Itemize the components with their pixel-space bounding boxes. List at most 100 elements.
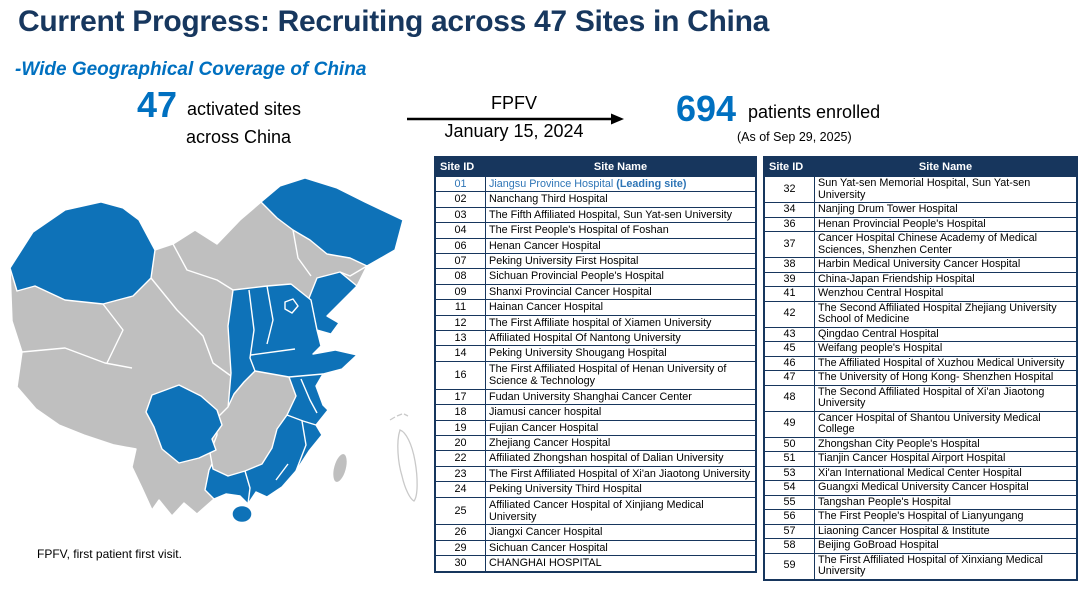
site-name-cell: Jiangsu Province Hospital (Leading site) (485, 175, 757, 193)
table-row: 42 The Second Affiliated Hospital Zhejian… (763, 300, 1078, 328)
site-id-cell: 03 (434, 206, 486, 224)
column-header: Site ID (434, 156, 486, 177)
table-row: 08 Sichuan Provincial People's Hospital (434, 268, 757, 285)
table-row: 16 The First Affiliated Hospital of Henan… (434, 360, 757, 390)
site-id-cell: 06 (434, 237, 486, 255)
site-name-cell: Affiliated Cancer Hospital of Xinjiang M… (485, 496, 757, 526)
table-row: 23 The First Affiliated Hospital of Xi'an… (434, 465, 757, 483)
site-id-cell: 37 (763, 231, 815, 258)
table-row: 50 Zhongshan City People's Hospital (763, 436, 1078, 452)
site-id-cell: 54 (763, 480, 815, 496)
site-id-cell: 58 (763, 538, 815, 554)
site-id-cell: 08 (434, 268, 486, 285)
table-row: 29 Sichuan Cancer Hospital (434, 539, 757, 557)
site-name-cell: The Second Affiliated Hospital of Xi'an … (814, 384, 1078, 412)
site-id-cell: 17 (434, 388, 486, 406)
table-row: 12 The First Affiliate hospital of Xiamen… (434, 314, 757, 332)
table-row: 43 Qingdao Central Hospital (763, 326, 1078, 342)
table-row: 18 Jiamusi cancer hospital (434, 404, 757, 421)
site-name-cell: Cancer Hospital Chinese Academy of Medic… (814, 231, 1078, 258)
page-subtitle: -Wide Geographical Coverage of China (15, 59, 367, 80)
patients-enrolled-count: 694 (676, 88, 737, 129)
site-name-cell: Wenzhou Central Hospital (814, 286, 1078, 302)
site-id-cell: 42 (763, 300, 815, 328)
site-name-cell: Henan Cancer Hospital (485, 237, 757, 255)
site-name-cell: Liaoning Cancer Hospital & Institute (814, 523, 1078, 539)
table-row: 38 Harbin Medical University Cancer Hospi… (763, 257, 1078, 273)
table-row: 46 The Affiliated Hospital of Xuzhou Medi… (763, 355, 1078, 371)
table-row: 11 Hainan Cancer Hospital (434, 299, 757, 316)
table-row: 53 Xi'an International Medical Center Hos… (763, 465, 1078, 481)
table-row: 25 Affiliated Cancer Hospital of Xinjiang… (434, 496, 757, 526)
patients-enrolled-label: patients enrolled (748, 102, 881, 122)
province-hainan (231, 504, 253, 524)
table-header-row: Site ID Site Name (434, 156, 757, 177)
taiwan-island (331, 452, 349, 484)
site-id-cell: 29 (434, 539, 486, 557)
site-id-cell: 16 (434, 360, 486, 390)
column-header: Site ID (763, 156, 815, 177)
site-name-cell: Nanjing Drum Tower Hospital (814, 202, 1078, 218)
site-id-cell: 12 (434, 314, 486, 332)
site-id-cell: 30 (434, 555, 486, 573)
province-sichuan (145, 384, 223, 464)
site-name-cell: The First Affiliate hospital of Xiamen U… (485, 314, 757, 332)
site-name-cell: Sichuan Cancer Hospital (485, 539, 757, 557)
site-id-cell: 45 (763, 341, 815, 357)
table-row: 32 Sun Yat-sen Memorial Hospital, Sun Yat… (763, 176, 1078, 203)
table-row: 13 Affiliated Hospital Of Nantong Univers… (434, 330, 757, 347)
site-id-cell: 39 (763, 271, 815, 287)
site-name-cell: CHANGHAI HOSPITAL (485, 555, 757, 573)
site-name-cell: The Second Affiliated Hospital Zhejiang … (814, 300, 1078, 328)
table-row: 36 Henan Provincial People's Hospital (763, 216, 1078, 232)
table-row: 22 Affiliated Zhongshan hospital of Dalia… (434, 450, 757, 467)
site-name-cell: Qingdao Central Hospital (814, 326, 1078, 342)
site-name-cell: Shanxi Provincial Cancer Hospital (485, 283, 757, 301)
table-row: 45 Weifang people's Hospital (763, 341, 1078, 357)
site-id-cell: 11 (434, 299, 486, 316)
site-id-cell: 02 (434, 191, 486, 208)
activated-sites-label: activated sites (187, 99, 302, 119)
site-name-cell: The First People's Hospital of Foshan (485, 222, 757, 239)
site-id-cell: 22 (434, 450, 486, 467)
column-header: Site Name (485, 156, 757, 177)
table-row: 04 The First People's Hospital of Foshan (434, 222, 757, 239)
site-name-cell: China-Japan Friendship Hospital (814, 271, 1078, 287)
table-row: 56 The First People's Hospital of Lianyun… (763, 509, 1078, 525)
table-row: 09 Shanxi Provincial Cancer Hospital (434, 283, 757, 301)
site-name-cell: Jiamusi cancer hospital (485, 404, 757, 421)
site-id-cell: 41 (763, 286, 815, 302)
site-id-cell: 20 (434, 434, 486, 452)
table-row: 41 Wenzhou Central Hospital (763, 286, 1078, 302)
site-id-cell: 32 (763, 176, 815, 203)
table-row: 02 Nanchang Third Hospital (434, 191, 757, 208)
site-name-cell: The First People's Hospital of Lianyunga… (814, 509, 1078, 525)
site-id-cell: 57 (763, 523, 815, 539)
fpfv-arrow-icon (407, 113, 624, 125)
site-name-cell: Peking University Shougang Hospital (485, 345, 757, 362)
table-row: 57 Liaoning Cancer Hospital & Institute (763, 523, 1078, 539)
site-id-cell: 14 (434, 345, 486, 362)
site-name-cell: The First Affiliated Hospital of Xinxian… (814, 552, 1078, 580)
site-id-cell: 34 (763, 202, 815, 218)
patients-asof-date: (As of Sep 29, 2025) (737, 130, 852, 144)
site-id-cell: 38 (763, 257, 815, 273)
site-id-cell: 07 (434, 253, 486, 270)
site-name-cell: Peking University Third Hospital (485, 481, 757, 498)
site-name-cell: Sichuan Provincial People's Hospital (485, 268, 757, 285)
table-row: 59 The First Affiliated Hospital of Xinxi… (763, 552, 1078, 580)
site-id-cell: 56 (763, 509, 815, 525)
site-name-cell: Cancer Hospital of Shantou University Me… (814, 410, 1078, 438)
table-row: 20 Zhejiang Cancer Hospital (434, 434, 757, 452)
site-name-cell: Zhongshan City People's Hospital (814, 436, 1078, 452)
site-name-cell: The First Affiliated Hospital of Henan U… (485, 360, 757, 390)
site-table-right: Site ID Site Name 32 Sun Yat-sen Memorial … (763, 156, 1078, 581)
fpfv-date: January 15, 2024 (444, 121, 584, 141)
site-id-cell: 23 (434, 465, 486, 483)
table-row: 54 Guangxi Medical University Cancer Hosp… (763, 480, 1078, 496)
footnote: FPFV, first patient first visit. (37, 547, 182, 561)
site-name-cell: Harbin Medical University Cancer Hospita… (814, 257, 1078, 273)
table-row: 30 CHANGHAI HOSPITAL (434, 555, 757, 573)
site-name-cell: Henan Provincial People's Hospital (814, 216, 1078, 232)
